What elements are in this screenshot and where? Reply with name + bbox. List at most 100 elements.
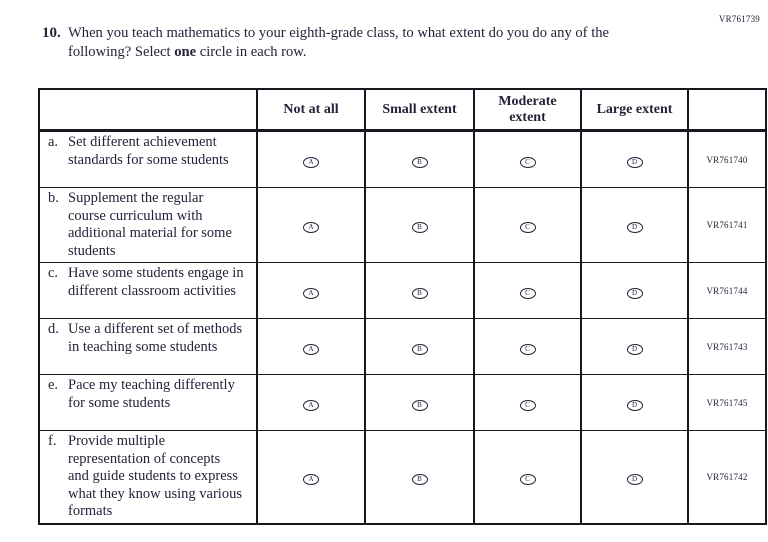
question-number: 10. (42, 25, 61, 41)
bubble-letter: D (631, 223, 638, 231)
cell-large-extent: D (580, 374, 689, 431)
bubble-letter: D (631, 288, 638, 297)
column-header-large-extent: Large extent (580, 88, 689, 132)
bubble-letter: A (308, 474, 314, 483)
row-code: VR761741 (687, 187, 767, 263)
response-bubble-b[interactable]: B (411, 343, 428, 355)
cell-large-extent: D (580, 318, 689, 375)
response-bubble-a[interactable]: A (303, 343, 319, 355)
table-row-c: c. Have some students engage in differen… (38, 262, 767, 319)
row-text: Have some students engage in different c… (68, 265, 244, 299)
row-letter: d. (48, 321, 59, 337)
bubble-letter: C (525, 400, 530, 409)
bubble-letter: B (417, 344, 422, 353)
column-header-not-at-all: Not at all (256, 88, 366, 132)
column-header-small-extent: Small extent (364, 88, 475, 132)
response-bubble-a[interactable]: A (303, 399, 319, 411)
cell-large-extent: D (580, 187, 689, 263)
response-bubble-b[interactable]: B (411, 156, 428, 168)
response-bubble-a[interactable]: A (303, 222, 319, 233)
row-code: VR761745 (687, 374, 767, 431)
cell-moderate-extent: C (473, 130, 582, 188)
response-bubble-c[interactable]: C (519, 222, 536, 233)
column-header-code (687, 88, 767, 132)
row-label-cell: c. Have some students engage in differen… (38, 262, 258, 319)
cell-large-extent: D (580, 262, 689, 319)
response-bubble-d[interactable]: D (626, 343, 643, 355)
bubble-letter: D (631, 157, 638, 166)
response-bubble-c[interactable]: C (519, 399, 536, 411)
response-bubble-a[interactable]: A (303, 287, 319, 299)
table-row-b: b. Supplement the regular course curricu… (38, 187, 767, 263)
cell-moderate-extent: C (473, 187, 582, 263)
bubble-letter: B (417, 474, 422, 483)
response-bubble-a[interactable]: A (303, 473, 319, 485)
response-bubble-c[interactable]: C (519, 287, 536, 299)
bubble-letter: B (417, 400, 422, 409)
row-text: Pace my teaching differently for some st… (68, 377, 235, 411)
cell-small-extent: B (364, 318, 475, 375)
bubble-letter: D (631, 400, 638, 409)
bubble-letter: C (525, 223, 530, 231)
row-letter: b. (48, 190, 59, 206)
response-grid: Not at all Small extent Moderate extent … (38, 88, 767, 525)
cell-large-extent: D (580, 130, 689, 188)
table-row-e: e. Pace my teaching differently for some… (38, 374, 767, 431)
response-bubble-d[interactable]: D (626, 156, 643, 168)
bubble-letter: D (631, 344, 638, 353)
cell-not-at-all: A (256, 430, 366, 524)
row-letter: f. (48, 433, 57, 449)
bubble-letter: C (525, 474, 530, 483)
row-label-cell: e. Pace my teaching differently for some… (38, 374, 258, 431)
cell-small-extent: B (364, 374, 475, 431)
question-text-bold: one (174, 44, 197, 60)
bubble-letter: C (525, 288, 530, 297)
row-label-cell: a. Set different achievement standards f… (38, 130, 258, 188)
row-text: Use a different set of methods in teachi… (68, 321, 243, 355)
cell-moderate-extent: C (473, 318, 582, 375)
response-bubble-d[interactable]: D (626, 287, 643, 299)
bubble-letter: A (308, 288, 314, 297)
row-code: VR761740 (687, 130, 767, 188)
response-bubble-b[interactable]: B (411, 399, 428, 411)
table-row-f: f. Provide multiple representation of co… (38, 430, 767, 524)
question-text-part1: When you teach mathematics to your eight… (68, 25, 610, 60)
row-letter: e. (48, 377, 59, 393)
table-row-d: d. Use a different set of methods in tea… (38, 318, 767, 375)
question-text: When you teach mathematics to your eight… (68, 24, 668, 62)
response-bubble-c[interactable]: C (519, 473, 536, 485)
response-bubble-d[interactable]: D (626, 222, 643, 233)
cell-not-at-all: A (256, 374, 366, 431)
row-label-cell: d. Use a different set of methods in tea… (38, 318, 258, 375)
response-bubble-d[interactable]: D (626, 399, 643, 411)
row-code: VR761744 (687, 262, 767, 319)
cell-not-at-all: A (256, 318, 366, 375)
response-bubble-b[interactable]: B (411, 473, 428, 485)
cell-moderate-extent: C (473, 374, 582, 431)
cell-not-at-all: A (256, 130, 366, 188)
cell-small-extent: B (364, 187, 475, 263)
response-bubble-b[interactable]: B (411, 222, 428, 233)
cell-small-extent: B (364, 130, 475, 188)
cell-moderate-extent: C (473, 430, 582, 524)
response-bubble-c[interactable]: C (519, 156, 536, 168)
bubble-letter: C (525, 157, 530, 166)
row-letter: c. (48, 265, 59, 281)
bubble-letter: A (308, 157, 314, 166)
response-bubble-c[interactable]: C (519, 343, 536, 355)
response-bubble-b[interactable]: B (411, 287, 428, 299)
bubble-letter: C (525, 344, 530, 353)
cell-large-extent: D (580, 430, 689, 524)
bubble-letter: B (417, 223, 422, 231)
bubble-letter: B (417, 288, 422, 297)
response-bubble-a[interactable]: A (303, 156, 319, 168)
response-bubble-d[interactable]: D (626, 473, 643, 485)
header-row: Not at all Small extent Moderate extent … (38, 88, 767, 132)
column-header-blank (38, 88, 258, 132)
bubble-letter: A (308, 223, 314, 231)
question-block: 10. When you teach mathematics to your e… (42, 24, 668, 62)
row-text: Provide multiple representation of conce… (68, 433, 242, 519)
row-letter: a. (48, 134, 59, 150)
row-text: Set different achievement standards for … (68, 134, 229, 168)
row-text: Supplement the regular course curriculum… (68, 190, 232, 259)
